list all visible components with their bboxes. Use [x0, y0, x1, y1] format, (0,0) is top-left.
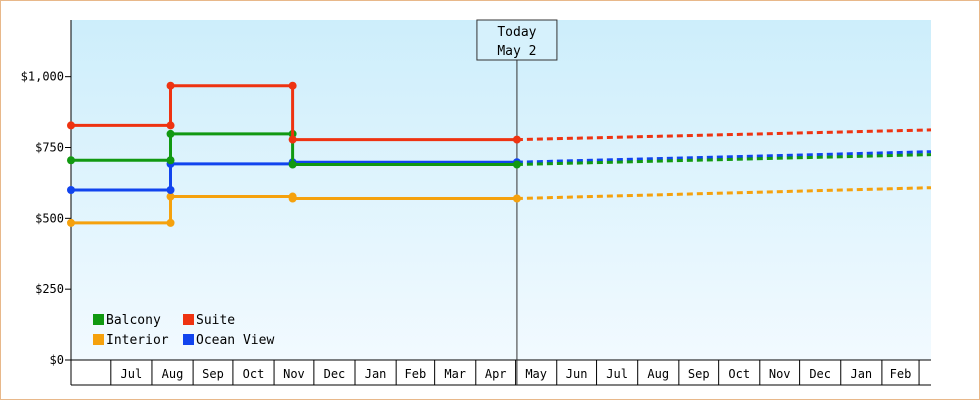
today-box	[476, 19, 558, 61]
x-tick-label: Oct	[728, 367, 750, 381]
data-point-ocean-view	[166, 186, 175, 194]
data-point-interior	[512, 194, 521, 203]
y-tick-label: $500	[35, 211, 64, 225]
today-label: Today	[497, 25, 536, 40]
x-tick-label: Sep	[688, 367, 710, 381]
x-tick-label: Nov	[769, 367, 791, 381]
data-point-ocean-view	[67, 186, 75, 194]
x-tick-label: Oct	[243, 367, 265, 381]
x-tick-label: May	[525, 367, 547, 381]
legend-swatch-ocean-view	[183, 334, 194, 345]
data-point-balcony	[288, 160, 297, 169]
legend-label-balcony: Balcony	[106, 313, 161, 328]
series-forecast-ocean-view	[516, 150, 932, 164]
y-tick-label: $250	[35, 282, 64, 296]
legend-swatch-suite	[183, 314, 194, 325]
x-tick-label: Mar	[444, 367, 466, 381]
x-tick-label: Jun	[566, 367, 588, 381]
data-point-interior	[67, 218, 75, 227]
x-tick-label: Sep	[202, 367, 224, 381]
x-tick-label: Jan	[365, 367, 387, 381]
data-point-interior	[166, 218, 175, 227]
series-line-suite	[71, 84, 517, 142]
x-tick-label: Dec	[809, 367, 831, 381]
data-point-suite	[288, 135, 297, 144]
data-point-interior	[288, 194, 297, 203]
data-point-balcony	[67, 156, 75, 165]
series-line-balcony	[71, 132, 517, 166]
data-point-balcony	[512, 160, 521, 169]
x-tick-label: Aug	[647, 367, 669, 381]
legend-swatch-interior	[93, 334, 104, 345]
x-tick-label: Jul	[121, 367, 143, 381]
series-forecast-suite	[516, 128, 932, 142]
data-point-interior	[166, 192, 175, 201]
y-tick-label: $1,000	[21, 70, 64, 84]
x-tick-label: Aug	[162, 367, 184, 381]
legend-label-suite: Suite	[196, 313, 235, 328]
y-tick-label: $750	[35, 141, 64, 155]
today-date: May 2	[497, 44, 536, 59]
data-point-suite	[67, 121, 75, 130]
x-tick-label: Feb	[890, 367, 912, 381]
legend-label-interior: Interior	[106, 333, 169, 348]
y-tick-label: $0	[50, 353, 64, 367]
series-line-interior	[71, 195, 517, 225]
x-tick-label: Jan	[850, 367, 872, 381]
x-tick-label: Jul	[606, 367, 628, 381]
series-forecast-balcony	[516, 153, 932, 166]
data-point-balcony	[166, 129, 175, 138]
data-point-balcony	[166, 156, 175, 165]
data-point-suite	[166, 121, 175, 130]
series-line-ocean-view	[71, 160, 517, 192]
x-tick-label: Dec	[324, 367, 346, 381]
x-tick-label: Feb	[405, 367, 427, 381]
data-point-suite	[288, 81, 297, 90]
series-forecast-interior	[516, 186, 932, 200]
legend-label-ocean-view: Ocean View	[196, 333, 274, 348]
x-tick-label: Nov	[283, 367, 305, 381]
data-point-suite	[512, 135, 521, 144]
legend-swatch-balcony	[93, 314, 104, 325]
data-point-suite	[166, 81, 175, 90]
x-tick-label: Apr	[485, 367, 507, 381]
